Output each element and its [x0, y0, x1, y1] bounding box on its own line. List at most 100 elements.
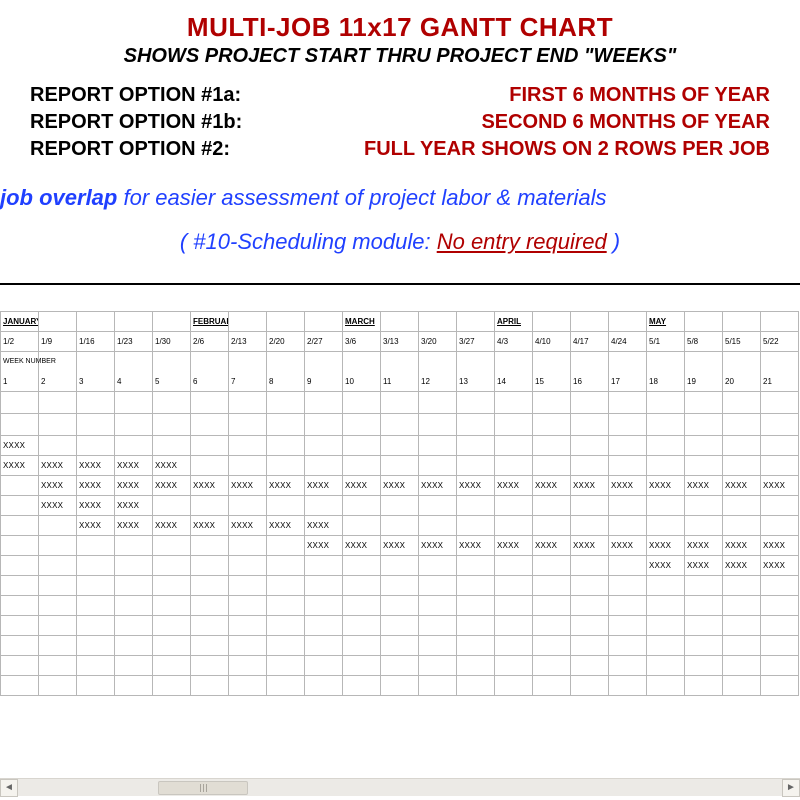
table-cell	[723, 436, 761, 456]
table-row: XXXXXXXXXXXXXXXX	[1, 556, 799, 576]
scroll-track[interactable]	[18, 779, 782, 797]
table-cell	[457, 392, 495, 414]
table-cell: XXXX	[191, 476, 229, 496]
table-cell	[609, 436, 647, 456]
table-cell	[343, 456, 381, 476]
table-cell	[343, 496, 381, 516]
table-cell	[457, 596, 495, 616]
table-cell	[761, 656, 799, 676]
table-cell	[419, 414, 457, 436]
table-cell	[1, 576, 39, 596]
table-cell	[647, 676, 685, 696]
table-cell	[495, 656, 533, 676]
table-cell	[1, 676, 39, 696]
option-label: REPORT OPTION #1b:	[30, 109, 242, 136]
table-row: XXXX	[1, 436, 799, 456]
table-cell	[761, 576, 799, 596]
table-cell	[723, 656, 761, 676]
table-cell	[305, 456, 343, 476]
table-cell	[39, 436, 77, 456]
table-cell	[495, 436, 533, 456]
table-cell	[229, 596, 267, 616]
table-cell	[381, 392, 419, 414]
table-cell	[343, 392, 381, 414]
table-cell	[343, 656, 381, 676]
table-cell	[495, 352, 533, 372]
table-cell: 19	[685, 372, 723, 392]
table-cell: 2/13	[229, 332, 267, 352]
table-cell	[609, 312, 647, 332]
table-cell	[191, 656, 229, 676]
table-cell: XXXX	[647, 556, 685, 576]
table-cell	[495, 576, 533, 596]
table-cell	[153, 436, 191, 456]
table-cell	[153, 656, 191, 676]
table-cell	[115, 536, 153, 556]
table-cell	[685, 392, 723, 414]
table-cell	[1, 636, 39, 656]
table-cell	[571, 676, 609, 696]
table-cell	[153, 676, 191, 696]
table-cell	[305, 656, 343, 676]
table-cell	[609, 596, 647, 616]
table-cell: XXXX	[685, 556, 723, 576]
table-cell: 1/2	[1, 332, 39, 352]
no-entry-required: No entry required	[437, 229, 607, 254]
table-cell: 3/6	[343, 332, 381, 352]
table-cell	[457, 414, 495, 436]
table-cell: XXXX	[39, 456, 77, 476]
table-cell	[153, 576, 191, 596]
table-cell	[761, 436, 799, 456]
table-cell	[267, 436, 305, 456]
table-cell	[685, 352, 723, 372]
scroll-thumb[interactable]	[158, 781, 248, 795]
table-cell	[77, 616, 115, 636]
table-cell	[1, 392, 39, 414]
table-cell	[115, 636, 153, 656]
table-cell: 1/9	[39, 332, 77, 352]
table-cell	[305, 414, 343, 436]
table-cell	[305, 676, 343, 696]
table-cell: XXXX	[77, 496, 115, 516]
table-cell	[77, 352, 115, 372]
table-cell: 5/15	[723, 332, 761, 352]
table-cell: 1	[1, 372, 39, 392]
table-cell	[685, 676, 723, 696]
table-cell	[381, 312, 419, 332]
table-cell: XXXX	[533, 476, 571, 496]
table-cell	[267, 556, 305, 576]
table-cell: 8	[267, 372, 305, 392]
table-cell	[381, 596, 419, 616]
table-cell	[267, 414, 305, 436]
table-cell: XXXX	[77, 456, 115, 476]
table-cell	[77, 392, 115, 414]
table-cell	[647, 414, 685, 436]
table-cell: XXXX	[39, 476, 77, 496]
table-cell	[761, 414, 799, 436]
table-cell	[457, 352, 495, 372]
table-cell	[571, 556, 609, 576]
table-cell	[419, 636, 457, 656]
table-cell	[723, 352, 761, 372]
table-cell	[343, 352, 381, 372]
table-cell: JANUARY	[1, 312, 39, 332]
table-cell	[153, 536, 191, 556]
table-cell	[495, 556, 533, 576]
table-cell: XXXX	[191, 516, 229, 536]
table-cell: 4/3	[495, 332, 533, 352]
table-cell: 3/27	[457, 332, 495, 352]
table-cell	[305, 556, 343, 576]
table-cell	[419, 656, 457, 676]
table-cell	[419, 352, 457, 372]
table-cell	[647, 616, 685, 636]
scroll-left-button[interactable]: ◄	[0, 779, 18, 797]
table-cell	[685, 636, 723, 656]
table-cell: XXXX	[305, 536, 343, 556]
table-cell	[381, 516, 419, 536]
horizontal-scrollbar[interactable]: ◄ ►	[0, 778, 800, 796]
table-cell	[153, 556, 191, 576]
table-cell: XXXX	[1, 436, 39, 456]
scroll-right-button[interactable]: ►	[782, 779, 800, 797]
table-cell	[647, 516, 685, 536]
table-cell: 1/16	[77, 332, 115, 352]
